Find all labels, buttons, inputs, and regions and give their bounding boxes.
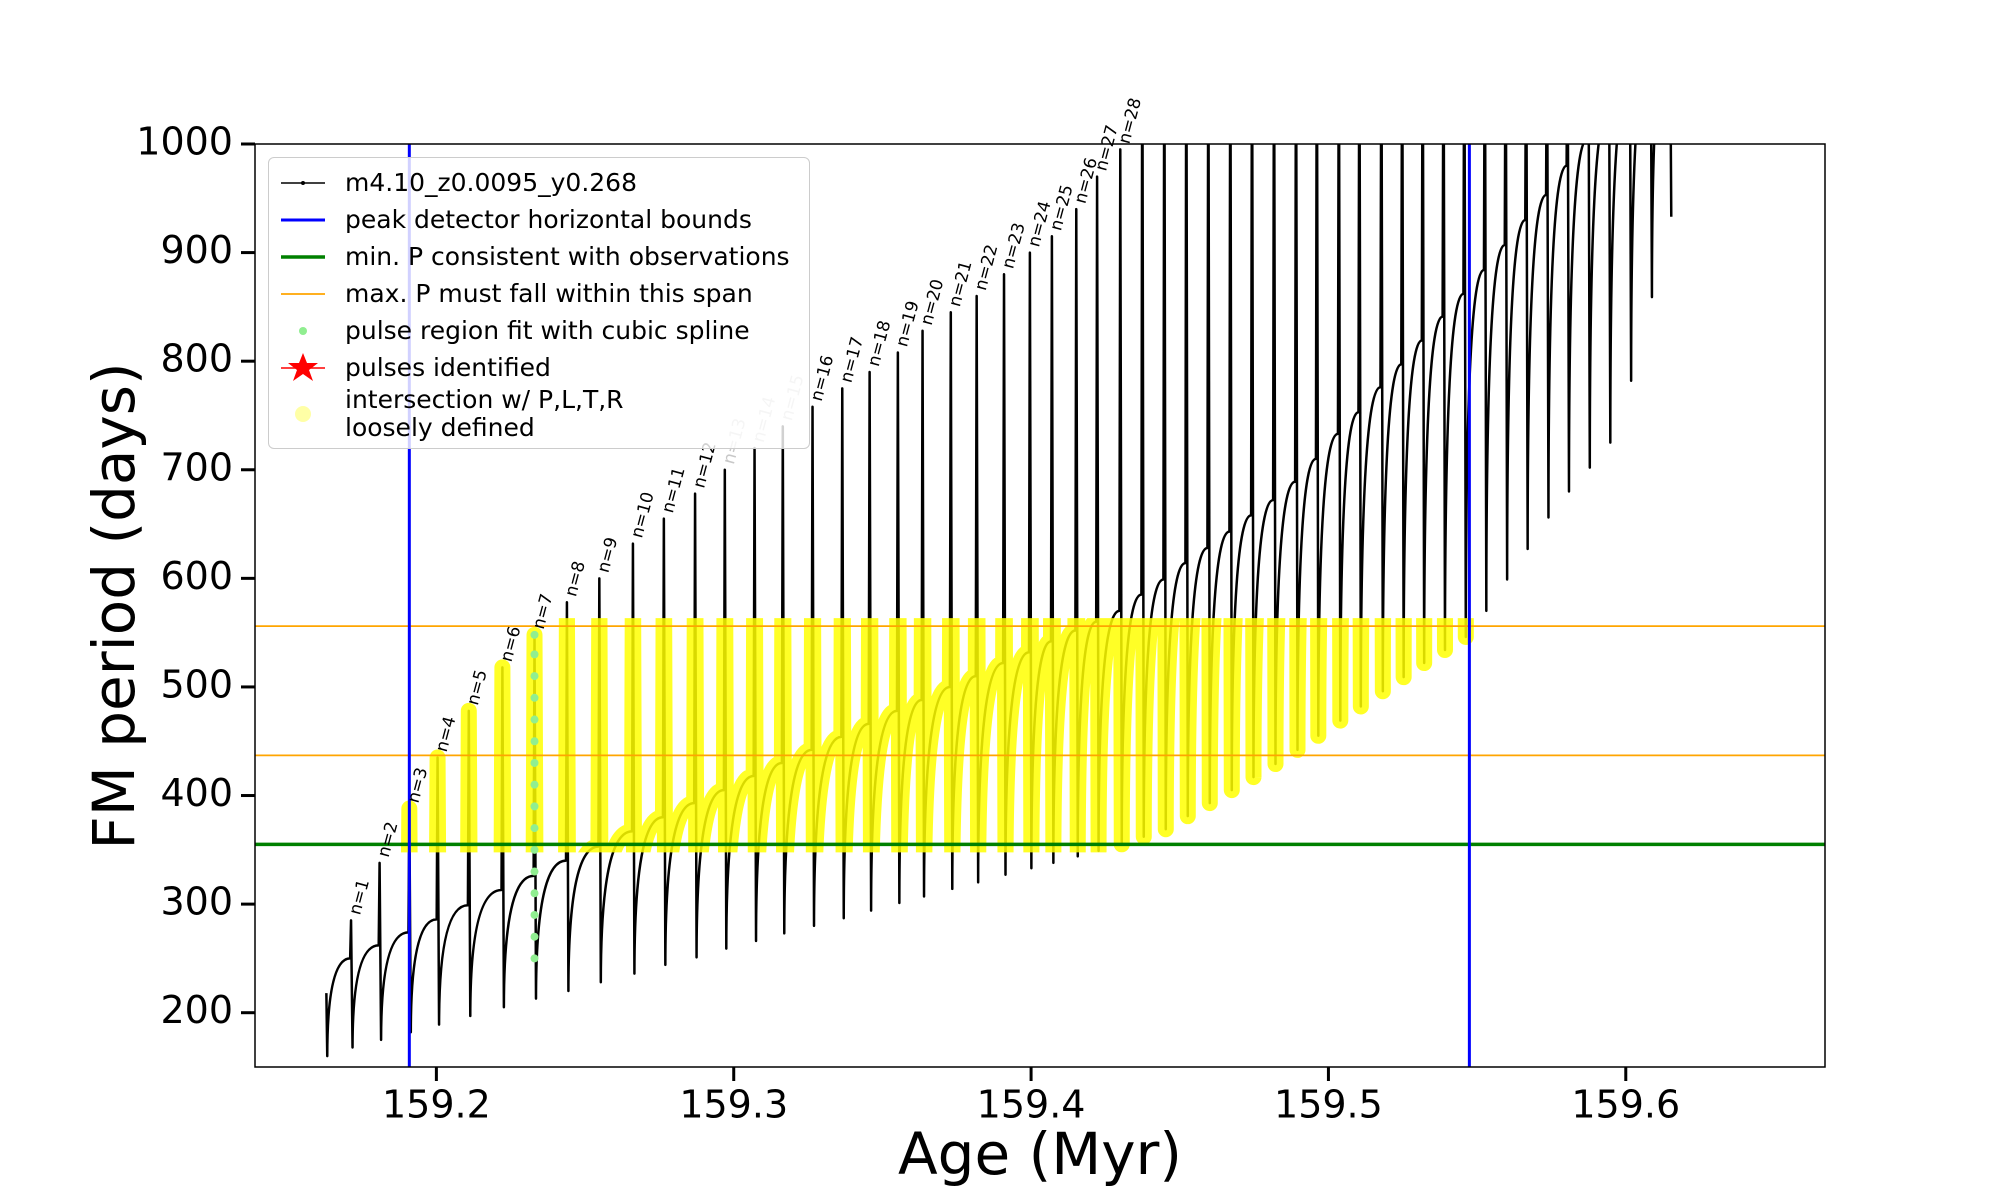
legend-icon: [281, 254, 325, 259]
pulse-label: n=5: [463, 668, 492, 708]
y-tick-label: 700: [160, 445, 233, 489]
y-axis-label: FM period (days): [80, 362, 148, 849]
legend-label: min. P consistent with observations: [345, 241, 790, 271]
pulse-label: n=17: [837, 335, 868, 385]
x-axis-label: Age (Myr): [898, 1120, 1182, 1188]
legend-icon: [295, 406, 311, 422]
pulse-label: n=23: [998, 221, 1029, 271]
legend-glyph: [299, 326, 307, 335]
y-tick-label: 200: [160, 988, 233, 1032]
legend-entry: m4.10_z0.0095_y0.268: [269, 164, 809, 201]
y-tick-label: 600: [160, 554, 233, 598]
pulse-label: n=2: [374, 820, 403, 860]
y-tick-label: 500: [160, 662, 233, 706]
legend-glyph: [301, 180, 305, 185]
spline-point: [530, 693, 539, 702]
y-tick-label: 1000: [136, 120, 233, 164]
legend-icon: [281, 352, 325, 381]
pulse-label: n=1: [345, 877, 374, 917]
legend-label: pulse region fit with cubic spline: [345, 315, 750, 345]
legend-entry: max. P must fall within this span: [269, 275, 809, 312]
track-line: [325, 144, 1673, 1058]
pulse-label: n=19: [892, 299, 923, 349]
spline-point: [530, 932, 539, 941]
x-tick-label: 159.3: [679, 1083, 788, 1127]
spline-point: [530, 630, 539, 639]
legend-glyph: [295, 406, 311, 422]
legend-glyph: [288, 352, 318, 381]
pulse-label: n=16: [807, 353, 838, 403]
pulse-label: n=10: [627, 490, 658, 540]
spline-point: [530, 954, 539, 963]
legend-entry: pulse region fit with cubic spline: [269, 312, 809, 349]
y-tick-label: 800: [160, 337, 233, 381]
legend-label: max. P must fall within this span: [345, 278, 753, 308]
pulse-label: n=20: [917, 277, 948, 327]
x-tick-label: 159.2: [382, 1083, 491, 1127]
pulse-label: n=8: [561, 559, 590, 599]
x-tick-label: 159.6: [1571, 1083, 1680, 1127]
legend-label: pulses identified: [345, 352, 551, 382]
spline-point: [530, 758, 539, 767]
y-tick-label: 300: [160, 880, 233, 924]
spline-point: [530, 867, 539, 876]
y-tick-label: 900: [160, 228, 233, 272]
spline-point: [530, 910, 539, 919]
spline-point: [530, 737, 539, 746]
legend-entry: pulses identified: [269, 349, 809, 386]
legend-label: peak detector horizontal bounds: [345, 204, 752, 234]
spline-point: [530, 650, 539, 659]
spline-point: [530, 780, 539, 789]
legend-icon: [281, 292, 325, 295]
spline-point: [530, 802, 539, 811]
legend-entry: min. P consistent with observations: [269, 238, 809, 275]
pulse-label: n=6: [497, 624, 526, 664]
y-tick-label: 400: [160, 771, 233, 815]
pulse-label: n=22: [971, 242, 1002, 292]
legend-icon: [299, 326, 307, 335]
legend-label: m4.10_z0.0095_y0.268: [345, 167, 637, 197]
pulse-label: n=28: [1115, 96, 1146, 146]
spline-point: [530, 889, 539, 898]
pulse-label: n=18: [864, 318, 895, 368]
pulse-label: n=11: [658, 465, 689, 515]
legend-icon: [281, 218, 325, 221]
pulse-label: n=9: [594, 535, 623, 575]
axes-frame: [254, 143, 1826, 1068]
legend-entry: peak detector horizontal bounds: [269, 201, 809, 238]
legend-entry: intersection w/ P,L,T,R loosely defined: [269, 386, 809, 442]
legend-label: intersection w/ P,L,T,R loosely defined: [345, 385, 624, 442]
legend-icon: [281, 180, 325, 185]
pulse-label: n=4: [432, 714, 461, 754]
x-tick-label: 159.4: [977, 1083, 1086, 1127]
spline-point: [530, 845, 539, 854]
spline-point: [530, 715, 539, 724]
x-tick-label: 159.5: [1274, 1083, 1383, 1127]
spline-point: [530, 824, 539, 833]
spline-point: [530, 672, 539, 681]
